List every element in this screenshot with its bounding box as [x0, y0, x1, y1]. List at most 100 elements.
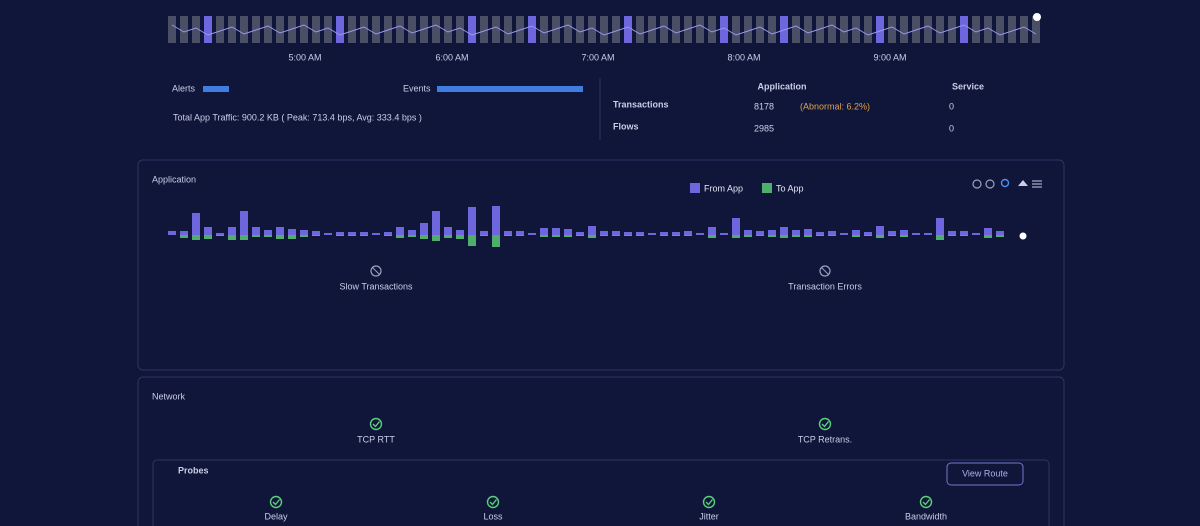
bar — [384, 232, 392, 235]
bar — [300, 230, 308, 235]
zoom-in[interactable] — [972, 179, 982, 189]
strip-block — [972, 16, 980, 43]
bar — [996, 235, 1004, 237]
chart-handle[interactable] — [1019, 232, 1027, 240]
strip-block — [744, 16, 752, 43]
check-label: Bandwidth — [905, 511, 947, 521]
bar — [636, 235, 644, 236]
events-bar — [437, 86, 583, 92]
bar — [516, 231, 524, 235]
view-route-button[interactable] — [946, 462, 1024, 486]
bar — [252, 235, 260, 237]
bar — [264, 230, 272, 235]
bar — [216, 233, 224, 235]
time-label: 8:00 AM — [727, 52, 760, 62]
bar — [504, 235, 512, 236]
strip-block — [1020, 16, 1028, 43]
bar — [576, 232, 584, 235]
bar — [432, 235, 440, 241]
panel-title: Application — [152, 174, 196, 184]
strip-block — [876, 16, 884, 43]
strip-block — [840, 16, 848, 43]
bar — [360, 235, 368, 236]
bar — [948, 235, 956, 236]
bar — [564, 235, 572, 237]
strip-block — [180, 16, 188, 43]
bar — [792, 230, 800, 235]
slow-icon — [370, 265, 382, 277]
bar — [708, 227, 716, 235]
bar — [168, 231, 176, 235]
bar — [444, 227, 452, 235]
bar — [564, 229, 572, 235]
strip-block — [480, 16, 488, 43]
bar — [312, 231, 320, 235]
strip-block — [720, 16, 728, 43]
home[interactable] — [1018, 180, 1028, 186]
bar — [876, 235, 884, 238]
strip-block — [624, 16, 632, 43]
strip-block — [888, 16, 896, 43]
bar — [468, 207, 476, 235]
bar — [192, 213, 200, 235]
bar — [936, 218, 944, 235]
panel-title: Network — [152, 391, 186, 401]
bar — [888, 231, 896, 235]
strip-block — [1008, 16, 1016, 43]
bar — [792, 235, 800, 237]
strip-block — [456, 16, 464, 43]
bar — [720, 233, 728, 235]
bar — [420, 235, 428, 239]
alerts-label: Alerts — [172, 83, 196, 93]
button-label[interactable]: View Route — [962, 468, 1008, 478]
legend-label: From App — [704, 183, 743, 193]
check-icon — [705, 499, 714, 506]
bar — [828, 235, 836, 236]
strip-block — [216, 16, 224, 43]
bar — [756, 235, 764, 236]
strip-block — [900, 16, 908, 43]
timeline-handle[interactable] — [1033, 13, 1041, 21]
row-label: Flows — [613, 121, 639, 131]
strip-block — [168, 16, 176, 43]
zoom[interactable] — [1000, 178, 1010, 188]
bar — [672, 235, 680, 236]
bar — [540, 235, 548, 237]
bar — [996, 231, 1004, 235]
col-header: Service — [952, 81, 984, 91]
bar — [876, 226, 884, 235]
bar — [240, 235, 248, 240]
bar — [684, 231, 692, 235]
bar — [660, 232, 668, 235]
bar — [468, 235, 476, 246]
bar — [384, 235, 392, 236]
bar — [960, 235, 968, 236]
strip-block — [276, 16, 284, 43]
strip-block — [660, 16, 668, 43]
strip-block — [360, 16, 368, 43]
bar — [948, 231, 956, 235]
bar — [324, 233, 332, 235]
bar — [612, 231, 620, 235]
strip-block — [492, 16, 500, 43]
bar — [240, 211, 248, 235]
bar — [288, 229, 296, 235]
bar — [732, 218, 740, 235]
check-label: TCP Retrans. — [798, 434, 852, 444]
bar — [432, 211, 440, 235]
menu[interactable] — [1032, 180, 1042, 188]
strip-block — [204, 16, 212, 43]
bar — [780, 227, 788, 235]
bar — [708, 235, 716, 238]
strip-block — [696, 16, 704, 43]
cell: 0 — [949, 101, 954, 111]
bar — [300, 235, 308, 237]
strip-block — [324, 16, 332, 43]
time-label: 7:00 AM — [581, 52, 614, 62]
strip-block — [444, 16, 452, 43]
check-label: Loss — [483, 511, 503, 521]
zoom-out[interactable] — [985, 179, 995, 189]
bar — [420, 223, 428, 235]
abnormal-note: (Abnormal: 6.2%) — [800, 101, 870, 111]
